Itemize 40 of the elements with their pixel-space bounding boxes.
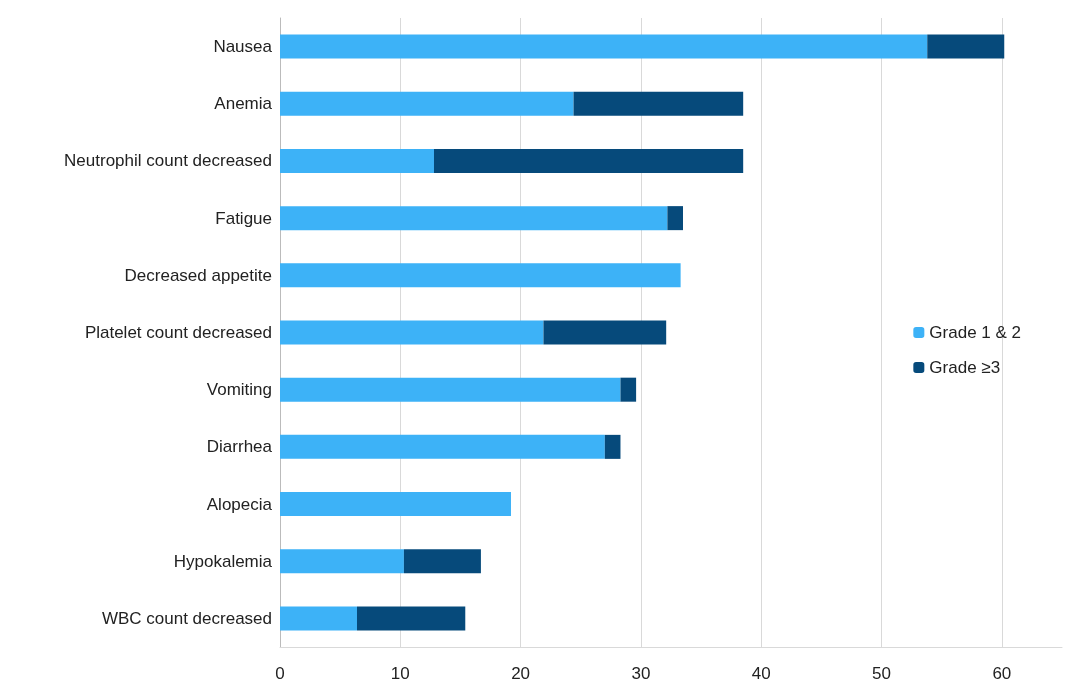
x-tick-label: 60 (992, 664, 1012, 683)
bar (280, 434, 605, 459)
bar (604, 434, 621, 459)
bar (280, 91, 574, 116)
y-tick-label: Vomiting (206, 380, 272, 400)
x-tick-label: 10 (390, 664, 410, 683)
x-tick-label: 20 (511, 664, 531, 683)
bar (280, 34, 928, 59)
bar (280, 377, 621, 402)
bar (433, 148, 744, 173)
x-tick-label: 30 (631, 664, 651, 683)
y-tick-label: Fatigue (215, 208, 272, 228)
bar (357, 606, 466, 631)
bar (280, 148, 434, 173)
y-tick-label: Diarrhea (206, 437, 273, 457)
bar (280, 206, 668, 231)
bar (620, 377, 637, 402)
bar (403, 549, 481, 574)
bar (280, 263, 681, 288)
bar (573, 91, 744, 116)
bar (667, 206, 684, 231)
y-tick-label: Neutrophil count decreased (64, 151, 272, 171)
y-tick-label: Nausea (213, 37, 273, 57)
x-tick-label: 0 (275, 664, 285, 683)
bar (280, 549, 404, 574)
x-tick-label: 50 (872, 664, 891, 683)
bar (927, 34, 1005, 59)
y-tick-label: WBC count decreased (101, 608, 272, 628)
y-tick-label: Platelet count decreased (84, 323, 272, 342)
bar (280, 320, 544, 345)
y-tick-label: Anemia (214, 94, 273, 114)
x-tick-label: 40 (751, 664, 771, 683)
y-tick-label: Alopecia (206, 494, 273, 514)
legend-label: Grade ≥3 (929, 358, 1001, 377)
legend-label: Grade 1 & 2 (929, 323, 1022, 342)
bar (280, 606, 357, 631)
bar (280, 492, 511, 517)
y-tick-label: Hypokalemia (173, 551, 273, 571)
bar (543, 320, 667, 345)
y-tick-label: Decreased appetite (124, 265, 272, 285)
